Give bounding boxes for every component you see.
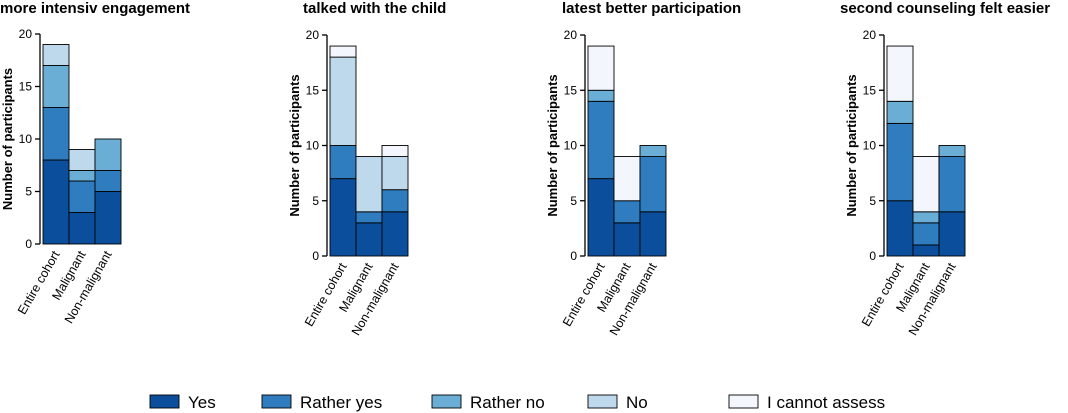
bar-segment-rather-no bbox=[68, 170, 96, 182]
y-axis-label: Number of participants bbox=[287, 74, 302, 216]
y-tick-label: 10 bbox=[19, 132, 33, 146]
bar-segment-rather-yes bbox=[329, 145, 357, 180]
bar-segment-rather-no bbox=[639, 145, 667, 158]
legend-swatch-i-cannot-assess bbox=[728, 394, 759, 409]
legend-label: Yes bbox=[188, 393, 216, 412]
bar-segment-rather-yes bbox=[68, 180, 96, 213]
bar-segment-no bbox=[381, 156, 409, 191]
bar-segment-yes bbox=[94, 191, 122, 245]
legend-label: Rather yes bbox=[300, 393, 382, 412]
y-tick-label: 5 bbox=[570, 194, 577, 208]
y-tick-label: 0 bbox=[570, 249, 577, 263]
y-tick-label: 15 bbox=[306, 83, 320, 97]
y-tick-label: 20 bbox=[306, 28, 320, 42]
bar-segment-rather-no bbox=[42, 65, 70, 108]
y-tick-label: 20 bbox=[863, 28, 877, 42]
bar-segment-rather-no bbox=[938, 145, 966, 158]
bar-segment-rather-no bbox=[587, 89, 615, 102]
x-category-label: Entire cohort bbox=[15, 248, 63, 317]
legend-swatch-rather-no bbox=[431, 394, 462, 409]
bar-segment-rather-yes bbox=[613, 200, 641, 224]
y-tick-label: 5 bbox=[312, 194, 319, 208]
bar-segment-i-cannot-assess bbox=[587, 45, 615, 91]
chart-panel-4: second counseling felt easier Number of p… bbox=[840, 0, 1050, 338]
panel-title: more intensiv engagement bbox=[0, 0, 190, 17]
y-tick-label: 10 bbox=[564, 139, 578, 153]
bar-segment-rather-yes bbox=[587, 100, 615, 180]
legend-label: Rather no bbox=[470, 393, 545, 412]
bar-segment-rather-yes bbox=[912, 222, 940, 246]
x-category-label: Entire cohort bbox=[302, 260, 350, 329]
bar-segment-yes bbox=[381, 211, 409, 257]
bar-segment-rather-yes bbox=[938, 156, 966, 213]
legend-swatch-yes bbox=[149, 394, 180, 409]
y-tick-label: 15 bbox=[863, 83, 877, 97]
panel-title: latest better participation bbox=[562, 0, 741, 17]
bar-segment-yes bbox=[613, 222, 641, 257]
bar-segment-yes bbox=[912, 244, 940, 257]
y-tick-label: 5 bbox=[869, 194, 876, 208]
bar-segment-yes bbox=[68, 212, 96, 245]
legend-label: No bbox=[626, 393, 648, 412]
bar-segment-no bbox=[42, 44, 70, 66]
legend-label: I cannot assess bbox=[767, 393, 885, 412]
y-axis-label: Number of participants bbox=[545, 74, 560, 216]
bar-segment-yes bbox=[42, 159, 70, 245]
y-tick-label: 20 bbox=[19, 27, 33, 41]
legend: Yes Rather yes Rather no No I cannot assess bbox=[149, 393, 885, 412]
bar-segment-yes bbox=[587, 178, 615, 257]
bar-segment-i-cannot-assess bbox=[613, 156, 641, 202]
y-tick-label: 0 bbox=[312, 249, 319, 263]
bar-segment-yes bbox=[886, 200, 914, 257]
y-tick-label: 20 bbox=[564, 28, 578, 42]
x-category-label: Entire cohort bbox=[859, 260, 907, 329]
bar-segment-rather-yes bbox=[355, 211, 383, 224]
legend-swatch-no bbox=[587, 394, 618, 409]
y-axis-label: Number of participants bbox=[844, 74, 859, 216]
bar-segment-i-cannot-assess bbox=[886, 45, 914, 102]
panel-title: talked with the child bbox=[303, 0, 446, 17]
bar-segment-no bbox=[355, 156, 383, 213]
bar-segment-yes bbox=[938, 211, 966, 257]
bar-segment-yes bbox=[639, 211, 667, 257]
bar-segment-no bbox=[68, 149, 96, 171]
y-axis-label: Number of participants bbox=[0, 68, 15, 210]
chart-panel-1: more intensiv engagement Number of partic… bbox=[0, 0, 190, 326]
y-tick-label: 0 bbox=[869, 249, 876, 263]
bar-segment-no bbox=[329, 56, 357, 146]
bar-segment-rather-yes bbox=[42, 107, 70, 161]
bar-segment-i-cannot-assess bbox=[381, 145, 409, 158]
chart-panel-2: talked with the child Number of participa… bbox=[287, 0, 446, 338]
y-tick-label: 15 bbox=[19, 80, 33, 94]
bar-segment-rather-yes bbox=[94, 170, 122, 192]
bar-segment-rather-no bbox=[886, 100, 914, 124]
bar-segment-yes bbox=[329, 178, 357, 257]
bar-segment-rather-no bbox=[912, 211, 940, 224]
legend-swatch-rather-yes bbox=[261, 394, 292, 409]
bar-segment-yes bbox=[355, 222, 383, 257]
y-tick-label: 10 bbox=[306, 139, 320, 153]
bar-segment-i-cannot-assess bbox=[329, 45, 357, 58]
bar-segment-rather-no bbox=[94, 138, 122, 171]
bar-segment-i-cannot-assess bbox=[912, 156, 940, 213]
bar-segment-rather-yes bbox=[639, 156, 667, 213]
panel-title: second counseling felt easier bbox=[840, 0, 1050, 17]
chart-panel-3: latest better participation Number of par… bbox=[545, 0, 741, 338]
y-tick-label: 5 bbox=[25, 185, 32, 199]
y-tick-label: 10 bbox=[863, 139, 877, 153]
y-tick-label: 15 bbox=[564, 83, 578, 97]
bar-segment-rather-yes bbox=[886, 122, 914, 202]
bar-segment-rather-yes bbox=[381, 189, 409, 213]
x-category-label: Entire cohort bbox=[560, 260, 608, 329]
y-tick-label: 0 bbox=[25, 237, 32, 251]
